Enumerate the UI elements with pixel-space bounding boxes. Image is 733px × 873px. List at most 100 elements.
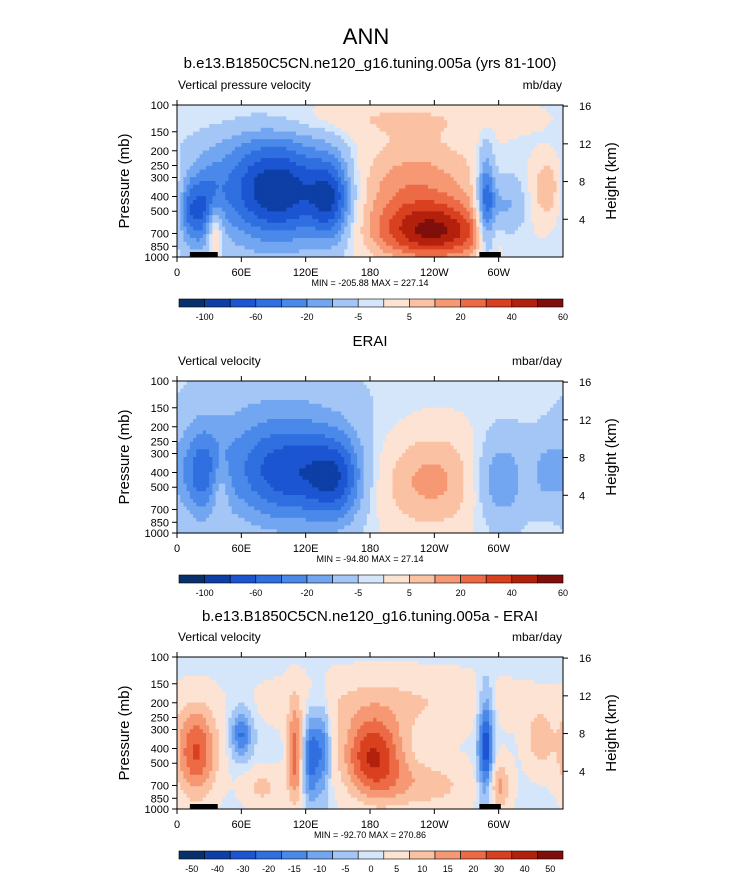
contour-cell — [405, 116, 410, 121]
contour-cell — [431, 112, 435, 117]
contour-cell — [543, 112, 548, 117]
contour-cell — [234, 143, 239, 148]
contour-cell — [350, 124, 355, 129]
contour-cell — [321, 105, 326, 110]
contour-cell — [456, 135, 461, 140]
contour-cell — [534, 116, 538, 121]
panels: b.e13.B1850C5CN.ne120_g16.tuning.005a (y… — [116, 55, 620, 873]
contour-cell — [215, 108, 220, 114]
x-tick-label: 60E — [232, 267, 252, 279]
contour-cell — [386, 105, 390, 110]
contour-cell — [347, 131, 352, 136]
contour-cell — [231, 127, 236, 133]
contour-cell — [546, 112, 551, 117]
panel-units-label: mbar/day — [512, 354, 562, 368]
contour-cell — [418, 131, 423, 136]
contour-cell — [550, 116, 554, 121]
contour-cell — [543, 116, 548, 121]
contour-cell — [402, 112, 406, 117]
contour-cell — [524, 139, 529, 144]
contour-cell — [556, 116, 561, 121]
contour-cell — [279, 135, 284, 140]
contour-cell — [241, 143, 246, 148]
contour-cell — [550, 124, 554, 129]
contour-cell — [231, 131, 236, 136]
contour-cell — [418, 135, 423, 140]
contour-cell — [193, 127, 197, 133]
contour-cell — [527, 116, 532, 121]
contour-cell — [386, 112, 390, 117]
contour-cell — [353, 112, 358, 117]
contour-cell — [318, 108, 323, 114]
contour-cell — [386, 131, 390, 136]
contour-cell — [353, 105, 358, 110]
contour-cell — [299, 124, 304, 129]
contour-cell — [286, 135, 291, 140]
contour-cell — [247, 112, 252, 117]
contour-cell — [283, 131, 287, 136]
contour-cell — [476, 112, 480, 117]
y-tick-label: 400 — [151, 192, 169, 204]
contour-cell — [270, 135, 275, 140]
contour-cell — [350, 131, 355, 136]
contour-cell — [250, 131, 255, 136]
contour-cell — [492, 108, 497, 114]
contour-cell — [331, 116, 336, 121]
contour-cell — [270, 139, 275, 144]
contour-cell — [305, 124, 310, 129]
contour-cell — [427, 131, 432, 136]
contour-cell — [244, 108, 249, 114]
contour-cell — [389, 108, 394, 114]
contour-cell — [463, 135, 468, 140]
contour-cell — [482, 139, 487, 144]
contour-cell — [202, 124, 207, 129]
contour-cell — [289, 105, 294, 110]
contour-cell — [324, 108, 329, 114]
contour-cell — [482, 124, 487, 129]
contour-cell — [347, 108, 352, 114]
contour-cell — [517, 105, 522, 110]
contour-cell — [263, 143, 268, 148]
contour-cell — [405, 143, 410, 148]
contour-cell — [482, 105, 487, 110]
contour-cell — [299, 120, 304, 125]
contour-cell — [447, 105, 452, 110]
contour-cell — [331, 135, 336, 140]
contour-cell — [505, 105, 509, 110]
contour-cell — [350, 108, 355, 114]
contour-cell — [279, 105, 284, 110]
topography-mask — [479, 252, 501, 257]
contour-cell — [537, 120, 542, 125]
contour-cell — [308, 127, 313, 133]
contour-cell — [546, 131, 551, 136]
contour-cell — [273, 105, 278, 110]
contour-cell — [553, 135, 558, 140]
contour-cell — [514, 105, 519, 110]
contour-cell — [337, 105, 342, 110]
contour-cell — [479, 127, 484, 133]
contour-cell — [180, 135, 185, 140]
contour-cell — [331, 105, 336, 110]
contour-cell — [550, 112, 554, 117]
contour-cell — [386, 135, 390, 140]
contour-cell — [534, 139, 538, 144]
contour-cell — [344, 105, 349, 110]
contour-cell — [492, 105, 497, 110]
contour-cell — [411, 143, 416, 148]
contour-cell — [334, 139, 339, 144]
colorbar-box — [306, 298, 333, 308]
colorbar-label: 40 — [507, 312, 517, 322]
contour-cell — [222, 139, 226, 144]
contour-cell — [437, 120, 442, 125]
contour-cell — [437, 105, 442, 110]
contour-cell — [463, 127, 468, 133]
contour-cell — [418, 105, 423, 110]
contour-cell — [505, 127, 509, 133]
contour-cell — [222, 124, 226, 129]
contour-cell — [556, 108, 561, 114]
contour-cell — [341, 124, 345, 129]
contour-cell — [353, 108, 358, 114]
contour-cell — [553, 127, 558, 133]
contour-cell — [460, 131, 464, 136]
